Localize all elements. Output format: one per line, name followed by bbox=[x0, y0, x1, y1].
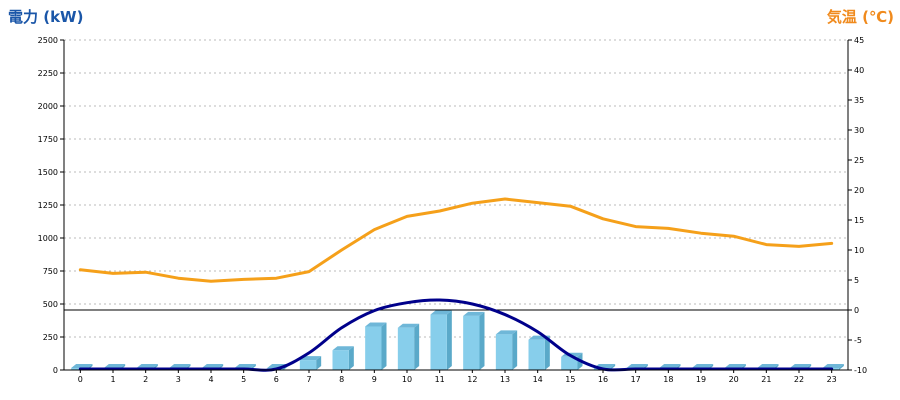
x-tick-label: 6 bbox=[274, 375, 279, 384]
power-bar-top bbox=[71, 364, 93, 368]
right-tick-label: 45 bbox=[854, 36, 864, 45]
x-tick-label: 22 bbox=[794, 375, 804, 384]
left-tick-label: 2250 bbox=[38, 69, 58, 78]
power-bar-side bbox=[348, 346, 354, 370]
right-tick-label: 10 bbox=[854, 246, 864, 255]
x-tick-label: 19 bbox=[696, 375, 706, 384]
power-bar-top bbox=[201, 364, 224, 368]
power-bar-top bbox=[169, 364, 191, 368]
power-bars bbox=[71, 310, 844, 370]
power-bar-top bbox=[332, 346, 354, 351]
x-tick-label: 20 bbox=[729, 375, 739, 384]
power-bar-top bbox=[299, 356, 322, 361]
temperature-line bbox=[78, 197, 834, 283]
power-bar-top bbox=[724, 364, 746, 368]
power-bar bbox=[430, 314, 447, 370]
right-tick-label: 25 bbox=[854, 156, 864, 165]
power-bar bbox=[495, 334, 513, 370]
power-bar-top bbox=[659, 364, 681, 368]
power-bar-side bbox=[316, 356, 322, 370]
right-tick-label: 30 bbox=[854, 126, 864, 135]
left-tick-label: 750 bbox=[43, 267, 58, 276]
left-tick-label: 2500 bbox=[38, 36, 58, 45]
x-tick-label: 9 bbox=[372, 375, 377, 384]
x-tick-label: 15 bbox=[565, 375, 575, 384]
right-tick-label: 5 bbox=[854, 276, 859, 285]
power-bar-side bbox=[838, 364, 844, 370]
power-bar bbox=[561, 356, 578, 370]
left-tick-label: 500 bbox=[43, 300, 58, 309]
left-tick-label: 1000 bbox=[38, 234, 58, 243]
grid-lines bbox=[64, 39, 848, 338]
power-bar-top bbox=[365, 322, 387, 327]
x-tick-label: 18 bbox=[663, 375, 673, 384]
power-bar-top bbox=[626, 364, 648, 368]
right-tick-label: 15 bbox=[854, 216, 864, 225]
power-bar-side bbox=[512, 330, 518, 370]
left-tick-label: 1750 bbox=[38, 135, 58, 144]
power-bar bbox=[397, 327, 415, 370]
right-tick-label: 35 bbox=[854, 96, 864, 105]
power-bar-top bbox=[789, 364, 812, 368]
right-tick-label: 40 bbox=[854, 66, 864, 75]
x-tick-label: 16 bbox=[598, 375, 608, 384]
x-tick-label: 12 bbox=[467, 375, 477, 384]
x-tick-label: 8 bbox=[339, 375, 344, 384]
power-bar bbox=[463, 315, 480, 370]
power-bar-top bbox=[397, 323, 420, 328]
series-lines bbox=[78, 197, 834, 372]
right-tick-label: -10 bbox=[854, 366, 867, 375]
power-bar-top bbox=[463, 311, 485, 316]
power-bar bbox=[528, 339, 545, 370]
left-tick-label: 250 bbox=[43, 333, 58, 342]
power-bar-side bbox=[479, 311, 485, 370]
right-axis-ticks: -10 -5 0 5 10 15 20 25 30 35 40 45 bbox=[848, 36, 867, 375]
x-tick-label: 23 bbox=[827, 375, 837, 384]
power-bar bbox=[332, 350, 349, 370]
left-tick-label: 1250 bbox=[38, 201, 58, 210]
left-tick-label: 2000 bbox=[38, 102, 58, 111]
power-bar-side bbox=[414, 323, 420, 370]
power-bar-top bbox=[103, 364, 126, 368]
power-bar-side bbox=[446, 310, 452, 370]
right-tick-label: 0 bbox=[854, 306, 859, 315]
x-tick-label: 5 bbox=[241, 375, 246, 384]
power-bar-top bbox=[136, 364, 158, 368]
power-bar bbox=[299, 360, 317, 370]
x-tick-label: 2 bbox=[143, 375, 148, 384]
power-bar-top bbox=[234, 364, 256, 368]
power-bar-top bbox=[430, 310, 452, 315]
power-bar-side bbox=[381, 322, 387, 370]
power-bar-top bbox=[757, 364, 779, 368]
x-tick-label: 3 bbox=[176, 375, 181, 384]
x-tick-label: 13 bbox=[500, 375, 510, 384]
x-tick-label: 0 bbox=[78, 375, 83, 384]
x-tick-label: 17 bbox=[631, 375, 641, 384]
left-tick-label: 1500 bbox=[38, 168, 58, 177]
axes bbox=[63, 40, 849, 371]
x-tick-label: 14 bbox=[533, 375, 543, 384]
power-bar-top bbox=[822, 364, 844, 368]
left-axis-title: 電力 (kW) bbox=[8, 8, 84, 26]
power-bar-top bbox=[691, 364, 714, 368]
right-tick-label: -5 bbox=[854, 336, 862, 345]
left-tick-label: 0 bbox=[53, 366, 58, 375]
power-bar-top bbox=[495, 330, 518, 335]
x-tick-label: 10 bbox=[402, 375, 412, 384]
power-bar bbox=[365, 326, 382, 370]
x-axis-ticks: 0 1 2 3 4 5 6 7 8 9 10 11 12 13 14 15 16 17 18 19 20 21 22 23 bbox=[78, 370, 837, 384]
x-tick-label: 21 bbox=[761, 375, 771, 384]
left-axis-ticks: 0 250 500 750 1000 1250 1500 1750 2000 2250 2500 bbox=[38, 36, 64, 375]
x-tick-label: 4 bbox=[208, 375, 213, 384]
power-line bbox=[78, 298, 834, 372]
power-bar-side bbox=[544, 335, 550, 370]
right-axis-title: 気温 (℃) bbox=[826, 8, 894, 26]
x-tick-label: 1 bbox=[110, 375, 115, 384]
x-tick-label: 7 bbox=[306, 375, 311, 384]
x-tick-label: 11 bbox=[435, 375, 445, 384]
right-tick-label: 20 bbox=[854, 186, 864, 195]
